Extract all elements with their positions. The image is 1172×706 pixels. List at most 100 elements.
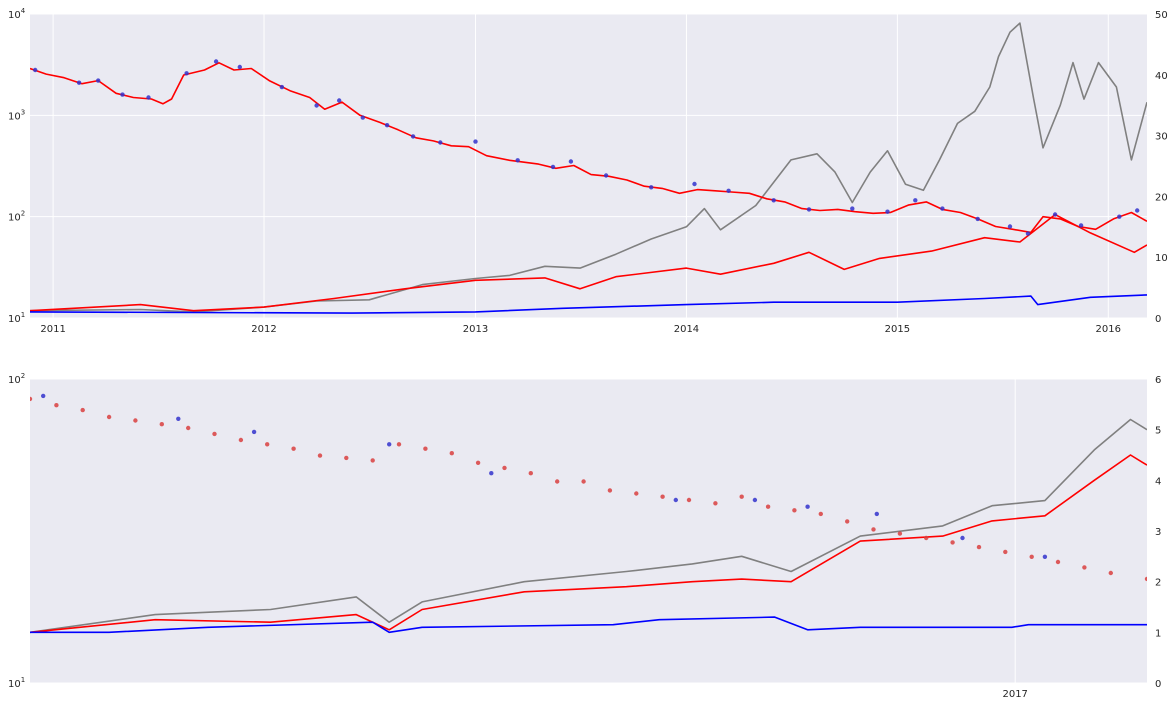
bottom-panel-y-right-tick-label: 6 bbox=[1155, 375, 1161, 386]
bottom-panel-series-0-point bbox=[30, 396, 33, 402]
bottom-panel-y-right-tick-label: 2 bbox=[1155, 578, 1161, 589]
bottom-panel-series-1-point bbox=[387, 442, 392, 447]
top-panel-series-4-line bbox=[30, 294, 1147, 314]
top-panel-series-1-point bbox=[975, 216, 980, 222]
top-panel-series-1-point bbox=[237, 64, 242, 70]
bottom-panel-series-0-point bbox=[370, 458, 375, 463]
bottom-panel-series-0-point bbox=[713, 501, 718, 506]
top-panel-y-left-tick-label: 103 bbox=[8, 108, 25, 122]
bottom-panel-series-1-point bbox=[489, 471, 494, 476]
bottom-panel-series-0-point bbox=[976, 544, 982, 550]
bottom-panel: 2017 101 102 0 1 2 3 4 5 6 bbox=[8, 372, 1161, 700]
top-panel-plot-area bbox=[30, 14, 1147, 318]
bottom-panel-series-0-point bbox=[159, 422, 164, 427]
bottom-panel-series-1-point bbox=[251, 429, 257, 435]
bottom-panel-series-0-point bbox=[607, 488, 613, 493]
bottom-panel-series-0-point bbox=[765, 504, 771, 509]
top-panel-series-1-point bbox=[120, 92, 125, 97]
bottom-panel-series-0-point bbox=[1003, 549, 1008, 555]
bottom-panel-series-0-point bbox=[54, 403, 59, 408]
bottom-panel-series-0-point bbox=[291, 446, 296, 451]
bottom-panel-series-1-point bbox=[41, 393, 46, 399]
top-panel-series-1-point bbox=[384, 123, 390, 128]
top-panel-series-1-point bbox=[1007, 224, 1013, 229]
top-panel-series-1-point bbox=[473, 139, 478, 144]
bottom-panel-series-0-point bbox=[660, 494, 665, 499]
bottom-panel-series-0-point bbox=[897, 531, 903, 536]
bottom-panel-series-0-point bbox=[475, 460, 481, 465]
bottom-panel-y-right-tick-label: 0 bbox=[1155, 679, 1161, 690]
bottom-panel-series-1-point bbox=[176, 416, 181, 421]
top-panel-series-1-point bbox=[850, 206, 855, 211]
bottom-panel-series-0-point bbox=[739, 494, 744, 499]
top-panel-series-1-point bbox=[1135, 208, 1140, 213]
top-panel-series-1-point bbox=[76, 80, 82, 85]
top-panel-series-group bbox=[30, 22, 1147, 314]
bottom-panel-y-left-tick-label: 102 bbox=[8, 372, 25, 386]
bottom-panel-series-0-point bbox=[502, 465, 507, 471]
top-panel-series-1-point bbox=[33, 67, 38, 73]
top-panel-x-tick-label: 2014 bbox=[674, 324, 699, 335]
bottom-panel-series-0-point bbox=[818, 511, 823, 517]
bottom-panel-plot-area bbox=[30, 379, 1147, 683]
top-panel-series-1-point bbox=[885, 209, 890, 214]
bottom-panel-series-0-point bbox=[344, 455, 349, 461]
top-panel-series-1-point bbox=[726, 188, 731, 193]
bottom-panel-series-group bbox=[30, 393, 1147, 634]
top-panel-series-1-point bbox=[410, 134, 416, 139]
bottom-panel-y-right-tick-label: 1 bbox=[1155, 628, 1161, 639]
top-panel-x-tick-label: 2012 bbox=[251, 324, 276, 335]
top-panel-series-1-point bbox=[806, 207, 812, 212]
top-panel-series-1-point bbox=[146, 95, 151, 100]
top-panel-series-0-line bbox=[30, 62, 1147, 234]
bottom-panel-series-0-point bbox=[871, 527, 876, 532]
bottom-panel-y-right-tick-label: 3 bbox=[1155, 527, 1161, 538]
bottom-panel-series-0-point bbox=[80, 407, 85, 413]
top-panel-series-1-point bbox=[96, 78, 101, 83]
top-panel-series-1-point bbox=[515, 158, 520, 163]
top-panel-series-1-point bbox=[603, 173, 609, 178]
bottom-panel-series-0-point bbox=[317, 453, 323, 458]
top-panel-x-tick-label: 2015 bbox=[885, 324, 910, 335]
top-panel-series-2-line bbox=[30, 22, 1147, 313]
top-panel-series-1-point bbox=[568, 159, 574, 164]
bottom-panel-series-0-point bbox=[449, 451, 454, 456]
bottom-panel-series-0-point bbox=[555, 479, 560, 484]
bottom-panel-series-3-line bbox=[30, 454, 1147, 634]
bottom-panel-y-left-tick-label: 101 bbox=[8, 676, 25, 690]
top-panel-series-1-point bbox=[314, 103, 319, 108]
top-panel-y-left-tick-label: 101 bbox=[8, 311, 25, 325]
top-panel-series-1-point bbox=[550, 164, 556, 170]
top-panel-series-3-line bbox=[30, 213, 1147, 312]
top-panel-series-1-point bbox=[1025, 231, 1031, 236]
top-panel-series-1-point bbox=[360, 115, 365, 120]
top-panel-series-1-point bbox=[438, 140, 443, 145]
bottom-panel-series-0-point bbox=[924, 535, 929, 541]
bottom-panel-series-0-point bbox=[265, 442, 270, 447]
bottom-panel-series-1-point bbox=[1042, 554, 1048, 559]
bottom-panel-series-2-line bbox=[30, 418, 1147, 634]
bottom-panel-series-1-point bbox=[752, 497, 758, 503]
top-panel-series-1-point bbox=[913, 198, 918, 203]
bottom-panel-y-right-tick-label: 5 bbox=[1155, 426, 1161, 437]
bottom-panel-series-0-point bbox=[792, 508, 797, 513]
top-panel-series-1-point bbox=[940, 206, 945, 211]
bottom-panel-series-0-point bbox=[238, 437, 244, 443]
bottom-panel-series-0-point bbox=[686, 497, 692, 503]
top-panel-series-1-point bbox=[771, 198, 776, 203]
top-panel-series-1-point bbox=[692, 181, 697, 187]
bottom-panel-series-1-point bbox=[874, 511, 879, 517]
bottom-panel-series-0-point bbox=[423, 446, 428, 451]
bottom-panel-series-0-point bbox=[396, 442, 402, 447]
bottom-panel-series-1-point bbox=[960, 535, 965, 541]
top-panel-series-1-point bbox=[649, 185, 654, 190]
bottom-panel-series-0-point bbox=[186, 425, 191, 431]
top-panel-y-right-tick-label: 50 bbox=[1155, 10, 1168, 21]
top-panel-x-tick-label: 2013 bbox=[463, 324, 488, 335]
bottom-panel-series-0-point bbox=[106, 414, 112, 420]
top-panel-series-1-point bbox=[1052, 212, 1058, 217]
top-panel-series-1-point bbox=[1078, 223, 1084, 228]
top-panel-y-right-tick-label: 40 bbox=[1155, 71, 1168, 82]
top-panel-x-tick-label: 2016 bbox=[1096, 324, 1121, 335]
